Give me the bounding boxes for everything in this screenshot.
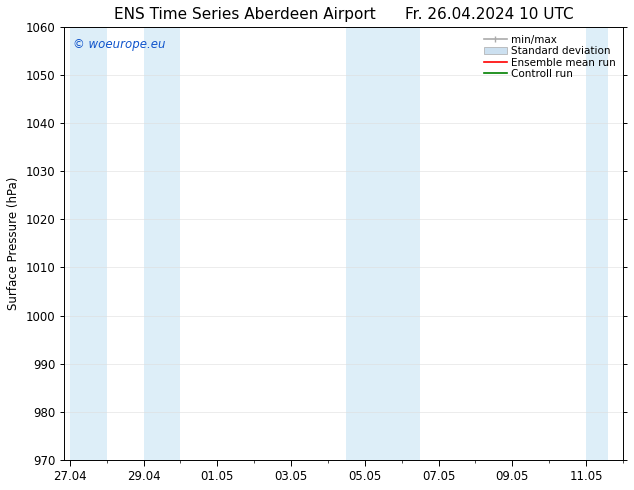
Bar <box>70 27 107 460</box>
Title: ENS Time Series Aberdeen Airport      Fr. 26.04.2024 10 UTC: ENS Time Series Aberdeen Airport Fr. 26.… <box>113 7 573 22</box>
Text: © woeurope.eu: © woeurope.eu <box>73 38 165 51</box>
Legend: min/max, Standard deviation, Ensemble mean run, Controll run: min/max, Standard deviation, Ensemble me… <box>482 32 618 81</box>
Bar <box>586 27 608 460</box>
Bar <box>143 27 181 460</box>
Y-axis label: Surface Pressure (hPa): Surface Pressure (hPa) <box>7 177 20 310</box>
Bar <box>346 27 420 460</box>
